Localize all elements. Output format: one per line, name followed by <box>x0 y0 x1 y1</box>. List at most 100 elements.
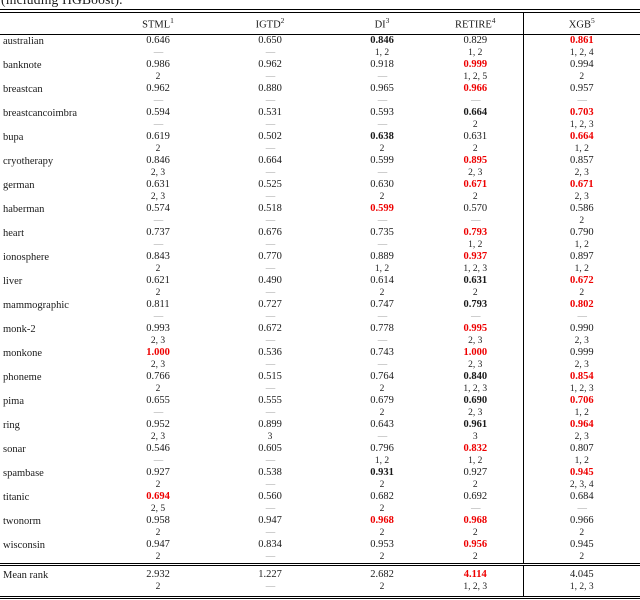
result-cell: 0.956 2 <box>428 539 523 565</box>
result-cell: 0.672 2 <box>522 275 640 299</box>
table-row: heart 0.737—0.676—0.735—0.793 1, 2 0.790 1, … <box>0 227 640 251</box>
cell-value: 0.643 <box>370 419 394 430</box>
cell-value: 0.986 <box>146 59 170 70</box>
cell-value: 0.995 <box>463 323 488 334</box>
cell-value: 0.727 <box>258 299 282 310</box>
cell-value: 0.538 <box>258 467 282 478</box>
dataset-label: mammographic <box>3 299 69 311</box>
header-cell-empty <box>0 13 112 35</box>
cell-value: 0.599 <box>370 155 394 166</box>
cell-annotation: 2 <box>379 191 385 202</box>
cell-annotation: — <box>471 503 480 514</box>
dataset-label: ionosphere <box>3 251 50 263</box>
cell-annotation: 2 <box>472 143 478 154</box>
result-cell: 0.684— <box>522 491 640 515</box>
cell-value: 0.614 <box>370 275 394 286</box>
result-cell: 0.953 2 <box>336 539 428 565</box>
cell-annotation: — <box>153 407 164 418</box>
cell-value: 0.599 <box>370 203 394 214</box>
result-cell: 0.918— <box>336 59 428 83</box>
cell-annotation: 2 <box>379 479 385 490</box>
cell-annotation: — <box>377 71 388 82</box>
cell-annotation: 1, 2 <box>574 263 589 274</box>
header-cell-stml: STML1 <box>112 13 204 35</box>
cell-annotation: — <box>377 215 388 226</box>
result-cell: 0.737— <box>112 227 204 251</box>
cell-annotation: — <box>265 455 276 466</box>
cell-value: 0.968 <box>370 515 394 526</box>
result-cell: 0.560— <box>204 491 336 515</box>
result-cell: 0.846 2, 3 <box>112 155 204 179</box>
cell-annotation: — <box>265 527 276 538</box>
cell-annotation: 2 <box>579 71 585 82</box>
cell-annotation: — <box>265 263 276 274</box>
cell-annotation: 2, 3, 4 <box>569 479 594 490</box>
table-row: ring 0.952 2, 3 0.899 3 0.643—0.961 3 0.964 2, 3 <box>0 419 640 443</box>
cell-annotation: 2 <box>579 287 585 298</box>
cell-value: 0.594 <box>146 107 170 118</box>
cell-value: 0.735 <box>370 227 394 238</box>
dataset-label: cryotherapy <box>3 155 54 167</box>
cell-value: 0.962 <box>258 59 282 70</box>
cell-value: 0.937 <box>463 251 488 262</box>
cell-value: 0.966 <box>569 515 594 526</box>
cell-value: 0.965 <box>370 83 394 94</box>
cell-value: 0.525 <box>258 179 282 190</box>
cell-annotation: — <box>377 239 388 250</box>
cell-annotation: 2 <box>379 383 385 394</box>
header-cell-igtd: IGTD2 <box>204 13 336 35</box>
result-cell: 0.643— <box>336 419 428 443</box>
result-cell: 0.952 2, 3 <box>112 419 204 443</box>
cell-annotation: 2 <box>472 287 478 298</box>
dataset-label: heart <box>3 227 24 239</box>
result-cell: 0.631 2 <box>428 275 523 299</box>
cell-value: 0.994 <box>569 59 594 70</box>
result-cell: 0.593— <box>336 107 428 131</box>
cell-value: 0.646 <box>146 35 170 46</box>
result-cell: 0.538— <box>204 467 336 491</box>
cell-annotation: — <box>265 239 276 250</box>
cell-value: 1.227 <box>258 569 282 580</box>
cell-value: 2.682 <box>370 569 394 580</box>
cell-annotation: — <box>471 311 480 322</box>
result-cell: 0.638 2 <box>336 131 428 155</box>
cell-value: 0.631 <box>463 131 488 142</box>
result-cell: 0.793— <box>428 299 523 323</box>
result-cell: 0.770— <box>204 251 336 275</box>
result-cell: 0.961 3 <box>428 419 523 443</box>
table-row: mammographic 0.811—0.727—0.747—0.793—0.80… <box>0 299 640 323</box>
result-cell: 0.690 2, 3 <box>428 395 523 419</box>
cell-value: 0.621 <box>146 275 170 286</box>
dataset-label: wisconsin <box>3 539 45 551</box>
cell-value: 0.899 <box>258 419 282 430</box>
result-cell: 0.490— <box>204 275 336 299</box>
table-top-rule <box>0 9 640 13</box>
cell-value: 0.619 <box>146 131 170 142</box>
result-cell: 0.964 2, 3 <box>522 419 640 443</box>
cell-annotation: 2 <box>155 71 161 82</box>
cell-value: 0.889 <box>370 251 394 262</box>
result-cell: 0.968 2 <box>428 515 523 539</box>
cell-value: 0.846 <box>146 155 170 166</box>
result-cell: 0.962— <box>112 83 204 107</box>
column-superscript: 1 <box>170 16 174 26</box>
table-row: breastcancoimbra 0.594—0.531—0.593—0.664 2… <box>0 107 640 131</box>
cell-annotation: — <box>377 95 388 106</box>
cell-annotation: 2 <box>155 551 161 562</box>
cell-value: 0.947 <box>258 515 282 526</box>
cell-value: 0.676 <box>258 227 282 238</box>
cell-annotation: 2 <box>472 479 478 490</box>
result-cell: 0.586 2 <box>522 203 640 227</box>
result-cell: 0.986 2 <box>112 59 204 83</box>
cell-annotation: 1, 2 <box>468 455 483 466</box>
result-cell: 0.990 2, 3 <box>522 323 640 347</box>
dataset-label: spambase <box>3 467 44 479</box>
cell-annotation: 2, 3 <box>468 335 483 346</box>
cell-annotation: — <box>377 167 388 178</box>
result-cell: 0.619 2 <box>112 131 204 155</box>
result-cell: 0.945 2 <box>522 539 640 565</box>
cell-annotation: — <box>377 359 388 370</box>
table-row: phoneme 0.766 2 0.515—0.764 2 0.840 1, 2, 3 0.8… <box>0 371 640 395</box>
column-superscript: 3 <box>385 16 390 26</box>
result-cell: 0.692— <box>428 491 523 515</box>
